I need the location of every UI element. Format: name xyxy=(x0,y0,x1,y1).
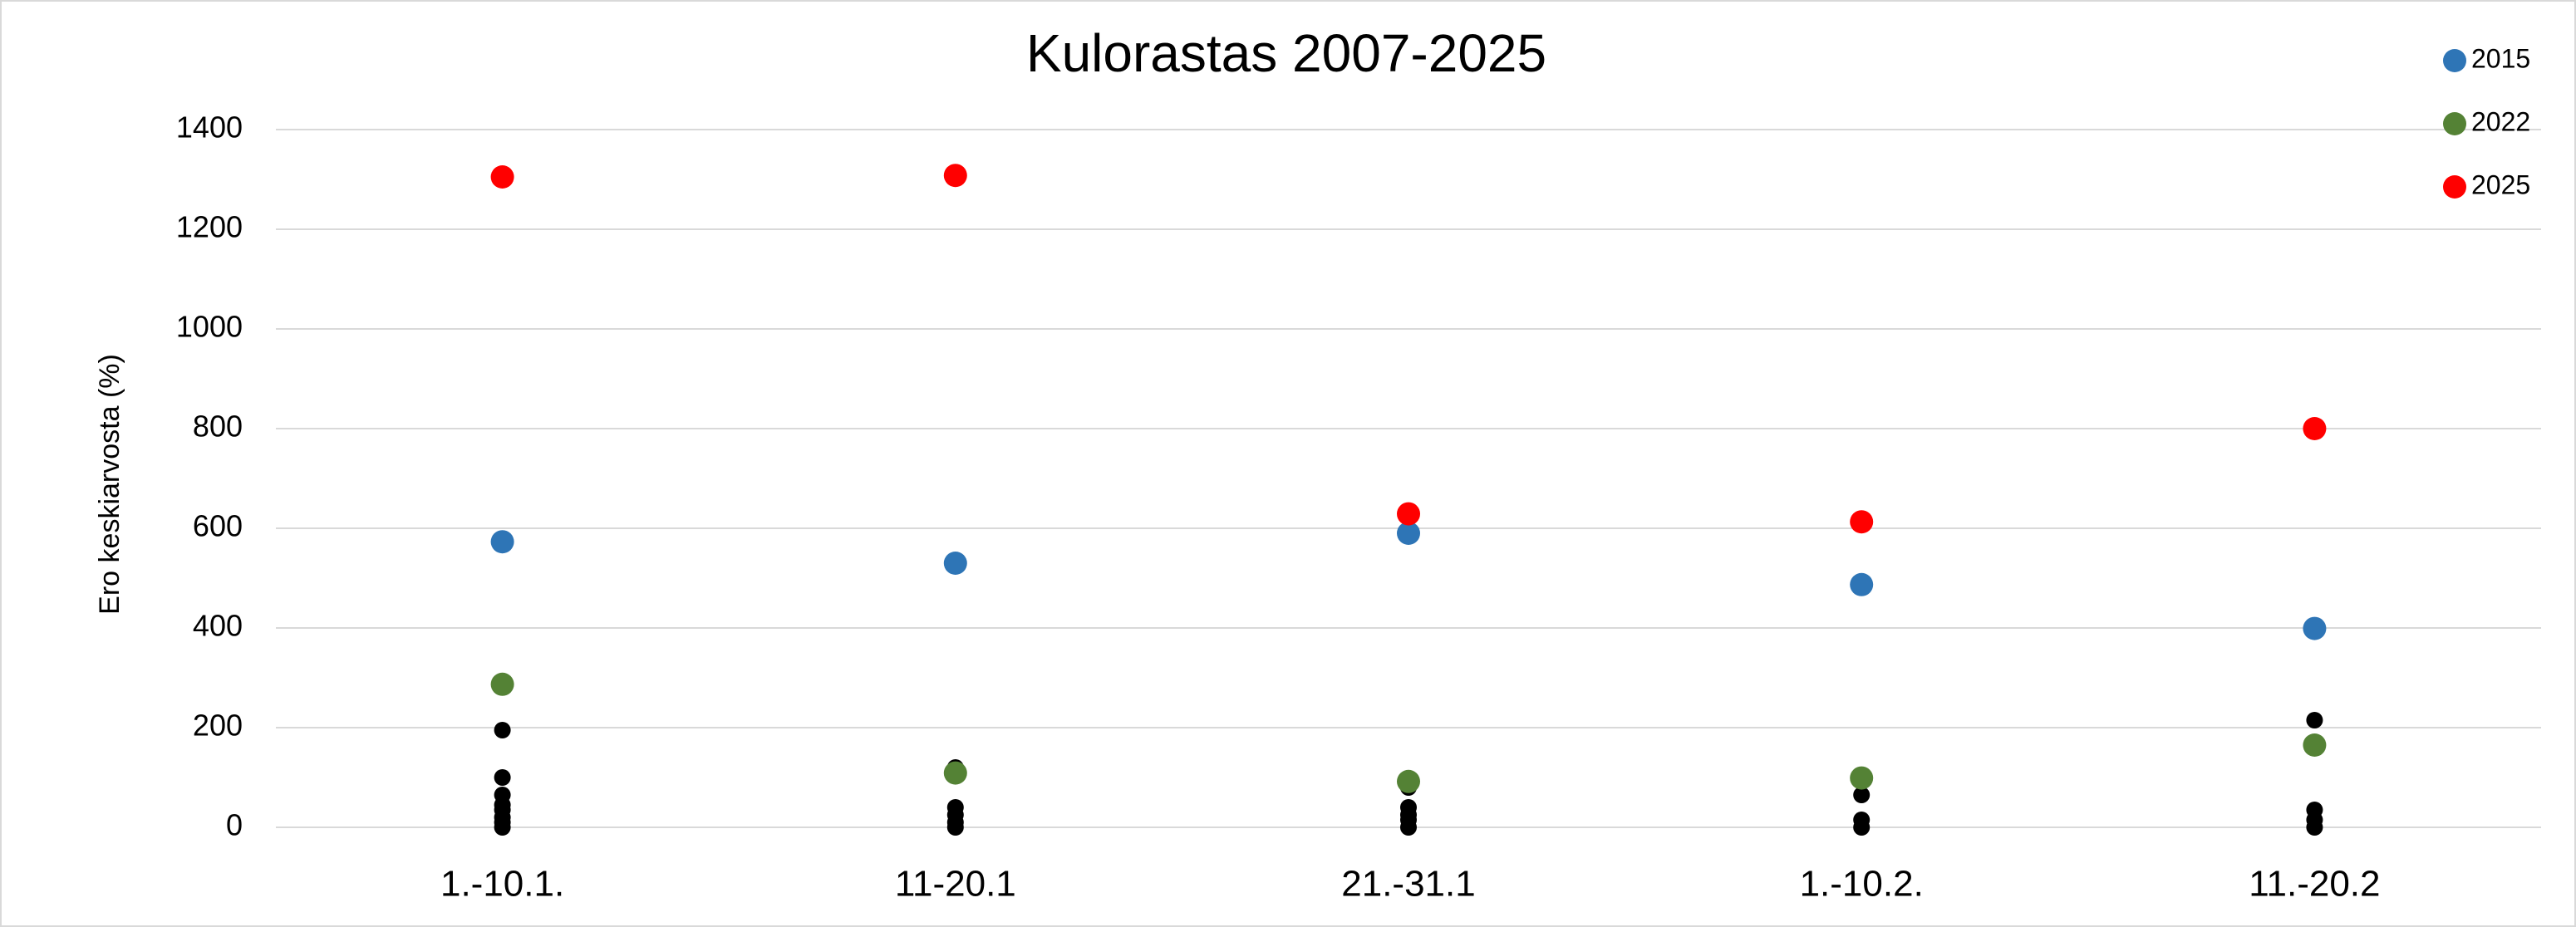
legend-marker xyxy=(2443,112,2466,135)
data-point xyxy=(494,769,511,786)
y-tick-label: 800 xyxy=(193,410,243,444)
x-tick-label: 21.-31.1 xyxy=(1341,864,1475,905)
y-tick-label: 1400 xyxy=(176,110,243,145)
data-point xyxy=(946,819,964,836)
data-point xyxy=(490,530,514,554)
y-tick-label: 400 xyxy=(193,609,243,643)
data-point xyxy=(943,761,967,785)
chart-title: Kulorastas 2007-2025 xyxy=(1026,23,1546,83)
data-point xyxy=(1853,787,1871,803)
data-point xyxy=(494,722,511,738)
y-tick-label: 1000 xyxy=(176,310,243,344)
data-point xyxy=(1397,522,1420,545)
y-tick-label: 0 xyxy=(226,808,243,842)
data-point xyxy=(2303,417,2327,440)
data-point xyxy=(1850,572,1874,596)
data-point xyxy=(494,819,511,836)
x-tick-label: 1.-10.1. xyxy=(440,864,564,905)
data-point xyxy=(943,164,967,188)
y-tick-label: 1200 xyxy=(176,210,243,244)
data-point xyxy=(2306,819,2323,836)
data-point xyxy=(2303,733,2327,757)
data-point xyxy=(1397,769,1420,793)
y-axis-label: Ero keskiarvosta (%) xyxy=(94,354,125,615)
data-point xyxy=(1400,819,1417,836)
legend-label: 2025 xyxy=(2471,169,2530,199)
data-point xyxy=(2306,712,2323,728)
data-point xyxy=(1397,502,1420,526)
legend-marker xyxy=(2443,49,2466,72)
data-point xyxy=(1853,819,1871,836)
legend-marker xyxy=(2443,175,2466,199)
data-point xyxy=(1850,510,1874,534)
data-point xyxy=(1850,766,1874,790)
legend-label: 2015 xyxy=(2471,43,2530,73)
y-tick-label: 600 xyxy=(193,509,243,543)
x-tick-label: 1.-10.2. xyxy=(1800,864,1924,905)
data-point xyxy=(943,552,967,575)
x-tick-label: 11.-20.2 xyxy=(2249,864,2380,905)
x-tick-label: 11-20.1 xyxy=(895,864,1016,905)
legend-label: 2022 xyxy=(2471,106,2530,136)
data-point xyxy=(2303,616,2327,640)
data-point xyxy=(490,165,514,189)
data-point xyxy=(490,672,514,696)
y-tick-label: 200 xyxy=(193,709,243,743)
